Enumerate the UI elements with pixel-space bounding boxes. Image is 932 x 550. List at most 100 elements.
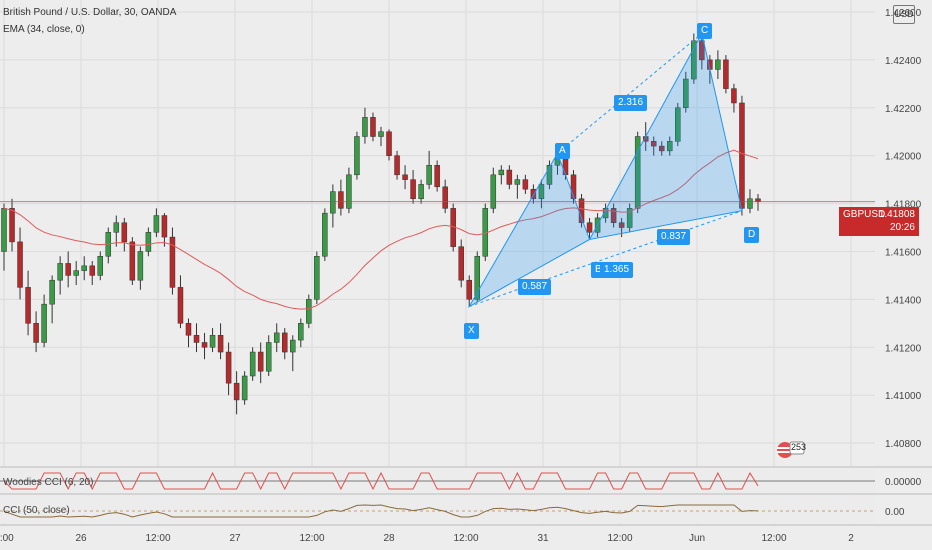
pattern-point-c: C	[697, 23, 713, 39]
pattern-point-x: X	[464, 323, 479, 339]
candle-body	[145, 232, 152, 252]
time-tick-label: 26	[75, 533, 87, 544]
price-tick-label: 1.42200	[885, 104, 922, 115]
events-badge-count: 253	[791, 442, 807, 452]
candle-body	[265, 342, 272, 372]
candle-body	[241, 375, 248, 401]
symbol-title[interactable]: British Pound / U.S. Dollar, 30, OANDA	[3, 7, 177, 18]
candle-body	[418, 184, 424, 200]
candle-body	[121, 222, 128, 243]
candle-body	[161, 215, 168, 238]
candle-body	[530, 188, 537, 200]
candle-body	[330, 191, 336, 214]
candle-body	[281, 332, 288, 353]
candle-body	[650, 141, 657, 147]
candle-body	[658, 145, 665, 152]
candle-body	[458, 246, 464, 281]
candle-body	[506, 169, 513, 185]
price-tick-label: 1.41800	[885, 200, 922, 211]
ratio-bc-label: 2.316	[614, 95, 648, 111]
cci-legend[interactable]: CCI (50, close)	[3, 505, 70, 516]
candle-body	[394, 155, 400, 176]
candle-body	[290, 339, 296, 353]
candle-body	[370, 117, 376, 137]
candle-body	[490, 174, 497, 209]
candle-body	[137, 251, 144, 281]
candle-body	[201, 342, 208, 348]
candle-body	[626, 208, 633, 228]
time-tick-label: Jun	[689, 533, 705, 544]
candle-body	[731, 88, 737, 104]
candle-body	[586, 222, 593, 233]
candle-body	[522, 179, 529, 190]
time-tick-label: 2:00	[0, 533, 14, 544]
price-tick-label: 1.41200	[885, 343, 922, 354]
candle-body	[298, 323, 304, 341]
woodies-cci-legend[interactable]: Woodies CCI (6, 20)	[3, 477, 94, 488]
candle-body	[683, 78, 689, 109]
candle-body	[715, 59, 721, 70]
candle-body	[402, 174, 408, 180]
candle-body	[97, 256, 104, 276]
candle-body	[17, 241, 23, 288]
price-tick-label: 1.42400	[885, 56, 922, 67]
time-tick-label: 12:00	[299, 533, 324, 544]
candle-body	[546, 164, 553, 185]
candle-body	[667, 141, 673, 152]
candle-body	[739, 102, 745, 209]
time-tick-label: 27	[229, 533, 241, 544]
candle-body	[257, 351, 264, 372]
candle-body	[634, 136, 641, 209]
ratio-cd-label: 0.837	[657, 229, 691, 245]
price-tag-symbol: GBPUSD	[843, 209, 886, 220]
pattern-point-a: A	[555, 143, 570, 159]
candle-body	[466, 279, 472, 300]
candle-body	[89, 265, 95, 276]
candle-body	[322, 212, 328, 257]
ratio-xb-label: 1.365	[600, 262, 634, 278]
candle-body	[233, 382, 240, 401]
events-badge[interactable]: 253	[775, 440, 807, 460]
candle-body	[314, 256, 320, 300]
time-tick-label: 12:00	[761, 533, 786, 544]
candle-body	[538, 184, 545, 200]
candle-body	[306, 299, 312, 324]
cci-tick-label: 0.00	[885, 507, 905, 518]
candle-body	[65, 263, 71, 276]
ema-legend[interactable]: EMA (34, close, 0)	[3, 24, 85, 35]
last-price-tag: GBPUSD 1.41808 20:26	[839, 207, 919, 236]
candle-body	[723, 59, 729, 89]
candle-body	[9, 208, 15, 243]
candle-body	[354, 136, 360, 176]
time-tick-label: 12:00	[607, 533, 632, 544]
candle-body	[699, 40, 705, 61]
time-tick-label: 12:00	[453, 533, 478, 544]
woodies-tick-label: 0.00000	[885, 477, 922, 488]
candle-body	[73, 270, 79, 276]
ratio-xa-label: 0.587	[518, 279, 552, 295]
woodies-cci-line	[3, 471, 759, 491]
time-tick-label: 2	[848, 533, 854, 544]
price-tick-label: 1.41000	[885, 391, 922, 402]
price-tag-price: 1.41808	[878, 209, 915, 220]
candle-body	[434, 164, 440, 188]
candle-body	[442, 186, 448, 209]
pattern-point-d: D	[744, 227, 760, 243]
candle-body	[346, 174, 352, 209]
candle-body	[193, 335, 200, 343]
candle-body	[49, 279, 55, 305]
pattern-bcd-triangle	[588, 32, 743, 241]
candle-body	[169, 236, 176, 288]
time-tick-label: 28	[383, 533, 395, 544]
flag-icon	[777, 441, 805, 458]
candle-body	[249, 351, 256, 377]
candle-body	[185, 323, 192, 336]
candle-body	[177, 287, 184, 324]
candle-body	[153, 215, 160, 233]
candle-body	[81, 265, 87, 271]
candle-body	[41, 303, 47, 343]
currency-button[interactable]: USD	[893, 5, 915, 24]
candle-body	[33, 323, 39, 343]
